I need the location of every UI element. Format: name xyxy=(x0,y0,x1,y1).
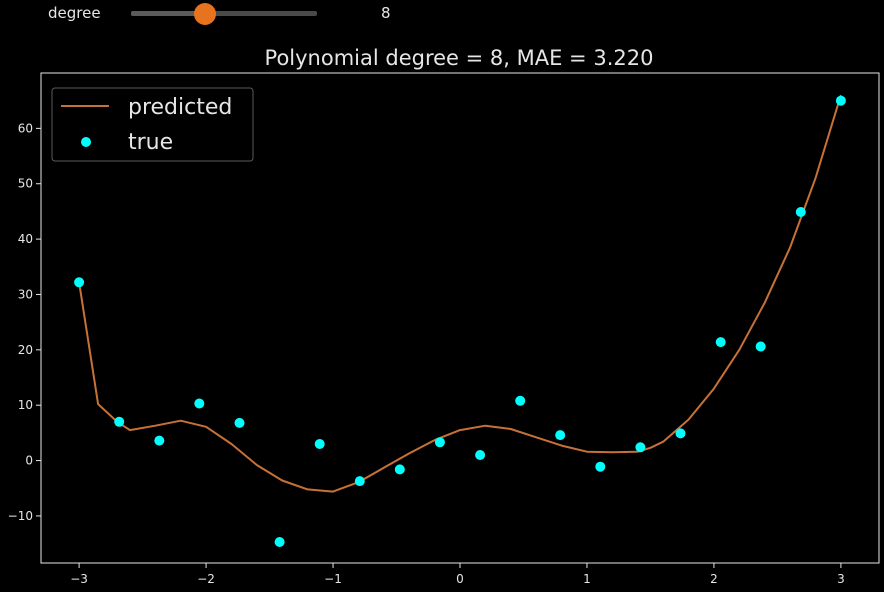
true-point xyxy=(675,428,686,439)
x-tick-label: −3 xyxy=(70,572,88,586)
true-point xyxy=(234,417,245,428)
predicted-series xyxy=(78,94,842,493)
degree-slider-fill xyxy=(131,11,206,16)
true-point xyxy=(154,435,165,446)
polynomial-fit-chart: Polynomial degree = 8, MAE = 3.220 −3 −2−… xyxy=(0,30,884,592)
true-point xyxy=(434,437,445,448)
degree-slider-handle[interactable] xyxy=(194,3,217,25)
x-tick-label: −1 xyxy=(324,572,342,586)
true-series xyxy=(74,95,846,547)
true-point xyxy=(595,461,606,472)
chart-title: Polynomial degree = 8, MAE = 3.220 xyxy=(265,46,654,70)
degree-slider-readout: 8 xyxy=(381,4,391,22)
y-tick-label: 40 xyxy=(18,232,33,246)
x-tick-label: 0 xyxy=(456,572,464,586)
y-tick-label: 50 xyxy=(18,177,33,191)
y-tick-label: 60 xyxy=(18,121,33,135)
legend: predicted true xyxy=(51,87,254,162)
true-point xyxy=(114,416,125,427)
true-point xyxy=(795,207,806,217)
true-point xyxy=(635,442,646,453)
y-tick-label: 20 xyxy=(18,343,33,357)
degree-slider-track[interactable] xyxy=(131,3,317,25)
true-point xyxy=(555,430,566,441)
legend-true-label: true xyxy=(128,130,173,155)
predicted-line xyxy=(78,94,842,493)
x-tick-label: 1 xyxy=(583,572,591,586)
true-point xyxy=(515,395,526,406)
x-tick-label: −2 xyxy=(197,572,215,586)
legend-true-marker xyxy=(81,137,91,147)
degree-slider-label: degree xyxy=(48,4,101,22)
true-point xyxy=(835,95,846,106)
y-tick-label: 30 xyxy=(18,287,33,301)
x-tick-label: 3 xyxy=(837,572,845,586)
true-point xyxy=(755,341,766,352)
true-point xyxy=(394,464,405,475)
x-tick-label: 2 xyxy=(710,572,718,586)
degree-slider-widget: degree 8 xyxy=(0,0,884,30)
x-axis: −3 −2 −1 0 1 2 3 xyxy=(70,563,845,586)
y-tick-label: 10 xyxy=(18,398,33,412)
true-point xyxy=(715,337,726,348)
true-point xyxy=(475,450,486,460)
true-point xyxy=(274,537,285,547)
true-point xyxy=(314,439,325,449)
y-tick-label: −10 xyxy=(8,509,33,523)
y-tick-label: 0 xyxy=(25,454,33,468)
true-point xyxy=(74,277,85,288)
true-point xyxy=(194,398,205,409)
y-axis: −10 0 10 20 30 40 50 60 xyxy=(8,121,41,523)
legend-predicted-label: predicted xyxy=(128,95,232,120)
true-point xyxy=(354,476,365,487)
